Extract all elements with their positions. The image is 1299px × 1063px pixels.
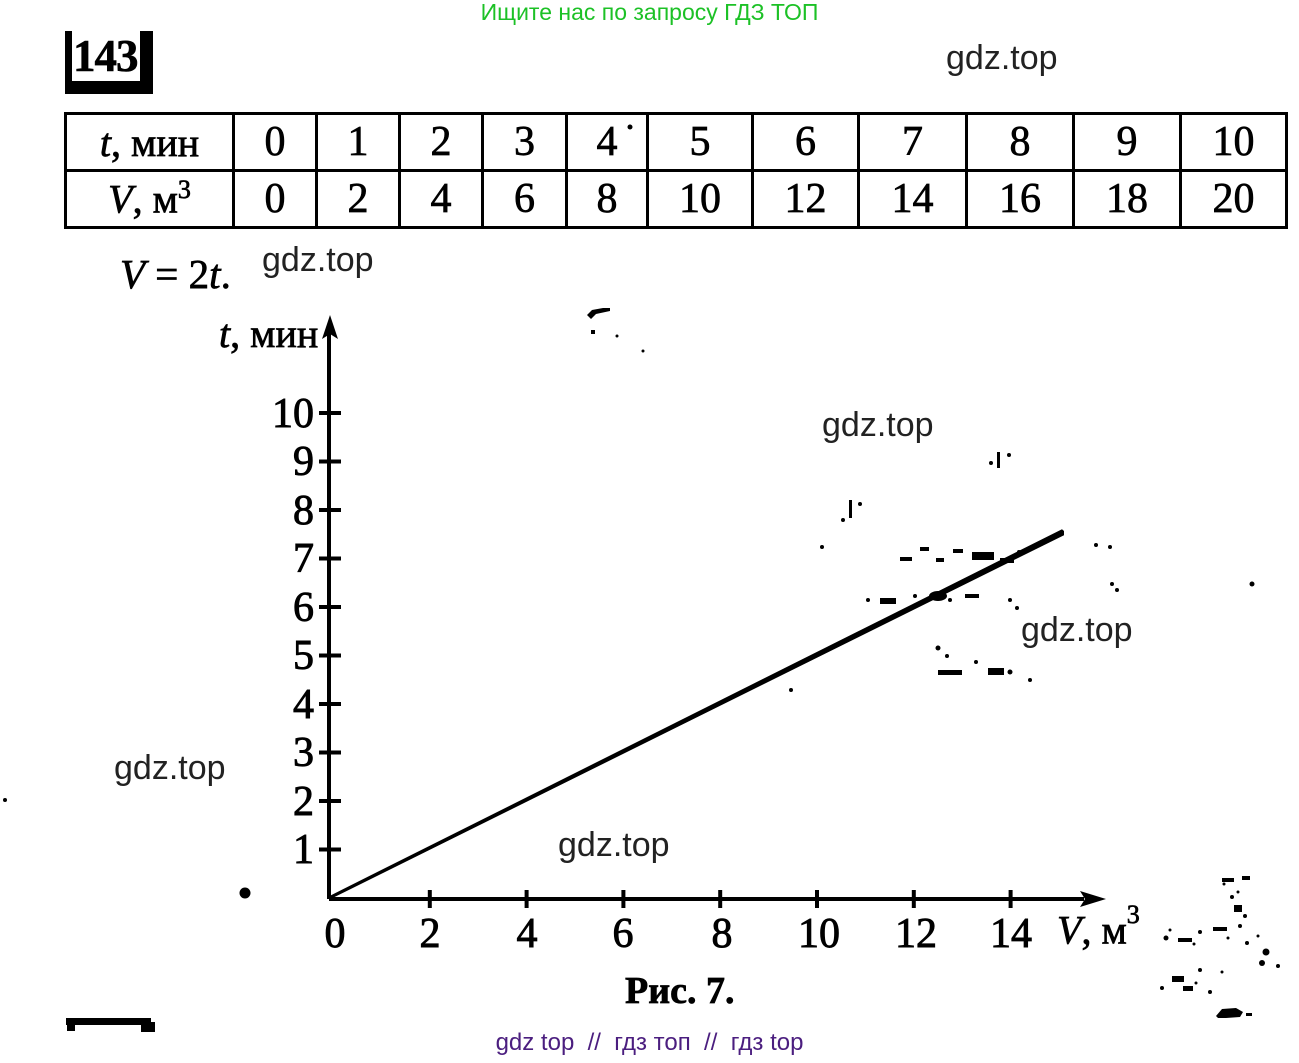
svg-text:4: 4 (293, 682, 314, 728)
svg-text:8: 8 (293, 488, 314, 534)
svg-text:8: 8 (712, 911, 733, 957)
svg-text:0: 0 (325, 911, 346, 957)
svg-text:10: 10 (272, 391, 314, 437)
svg-text:3: 3 (293, 730, 314, 776)
svg-text:2: 2 (293, 779, 314, 825)
svg-text:14: 14 (990, 911, 1032, 957)
svg-text:12: 12 (895, 911, 937, 957)
svg-text:6: 6 (293, 585, 314, 631)
svg-text:4: 4 (517, 911, 538, 957)
svg-text:9: 9 (293, 439, 314, 485)
svg-text:5: 5 (293, 633, 314, 679)
svg-text:6: 6 (613, 911, 634, 957)
svg-text:7: 7 (293, 536, 314, 582)
svg-text:2: 2 (420, 911, 441, 957)
svg-text:1: 1 (293, 827, 314, 873)
svg-text:10: 10 (798, 911, 840, 957)
